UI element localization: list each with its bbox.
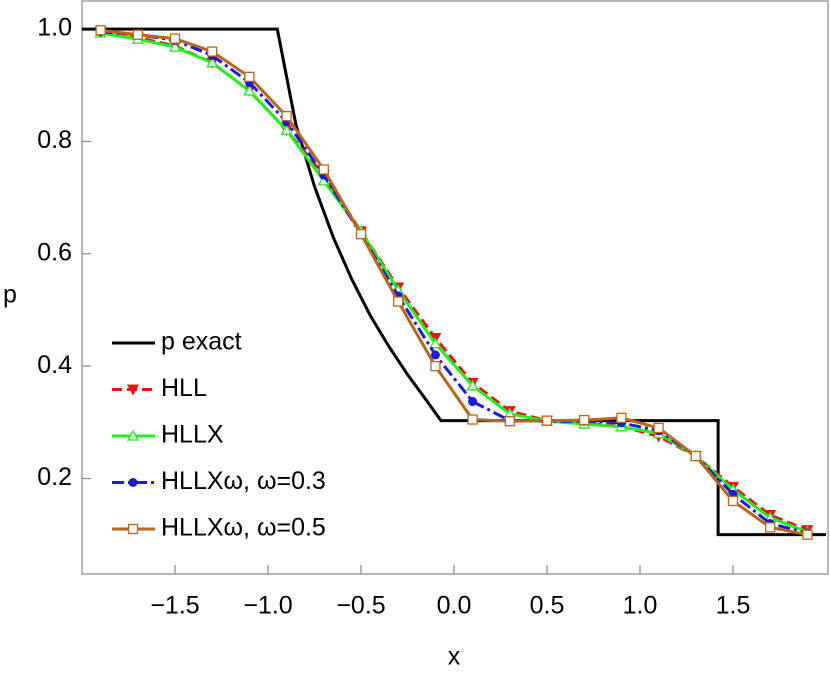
legend-label: HLLX xyxy=(161,421,224,449)
legend-marker xyxy=(126,429,140,441)
data-point xyxy=(393,296,404,307)
series-line xyxy=(82,27,826,537)
y-tick-label: 0.8 xyxy=(37,126,72,154)
data-point xyxy=(802,529,813,540)
y-tick-label: 0.4 xyxy=(37,351,72,379)
x-tick-label: 1.5 xyxy=(716,592,751,620)
data-point xyxy=(616,412,627,423)
x-tick-label: 0.0 xyxy=(437,592,472,620)
x-tick-label: −1.5 xyxy=(150,592,199,620)
data-point xyxy=(468,397,478,407)
data-point xyxy=(206,56,219,68)
y-tick-label: 1.0 xyxy=(37,14,72,42)
data-point xyxy=(168,40,182,52)
legend-marker xyxy=(127,384,139,396)
y-tick-label: 0.6 xyxy=(37,238,72,266)
series-line xyxy=(100,28,808,537)
data-point xyxy=(430,350,440,360)
x-axis-label: x xyxy=(448,643,461,671)
data-point xyxy=(429,337,442,349)
data-point xyxy=(541,415,553,426)
data-point xyxy=(243,84,256,96)
data-point xyxy=(765,522,776,533)
data-point xyxy=(318,164,329,175)
data-point xyxy=(244,71,255,82)
legend-label: HLLXω, ω=0.3 xyxy=(161,467,326,495)
data-point xyxy=(579,414,590,426)
data-point xyxy=(690,450,701,462)
data-point xyxy=(467,414,478,425)
x-tick-label: −0.5 xyxy=(336,592,385,620)
data-point xyxy=(430,360,441,372)
data-point xyxy=(132,29,143,40)
data-point xyxy=(281,111,292,122)
series-line xyxy=(100,30,808,535)
y-tick-label: 0.2 xyxy=(37,463,72,491)
data-point xyxy=(355,228,367,240)
x-tick-label: 0.5 xyxy=(530,592,565,620)
legend-marker xyxy=(127,523,139,535)
data-point xyxy=(653,422,664,434)
data-point xyxy=(207,46,218,57)
data-point xyxy=(169,33,181,44)
data-point xyxy=(280,123,293,135)
plot-frame xyxy=(81,0,829,575)
data-point xyxy=(466,379,479,391)
series-line xyxy=(100,31,808,534)
legend-label: HLLXω, ω=0.5 xyxy=(161,514,326,542)
series-line xyxy=(100,30,808,532)
data-point xyxy=(504,416,515,427)
data-point xyxy=(727,495,739,507)
x-tick-label: 1.0 xyxy=(623,592,658,620)
x-tick-label: −1.0 xyxy=(243,592,292,620)
legend-label: p exact xyxy=(161,328,242,356)
legend-label: HLL xyxy=(161,374,207,402)
legend-marker xyxy=(128,478,138,487)
data-point xyxy=(95,25,106,36)
y-axis-label: p xyxy=(3,281,17,309)
